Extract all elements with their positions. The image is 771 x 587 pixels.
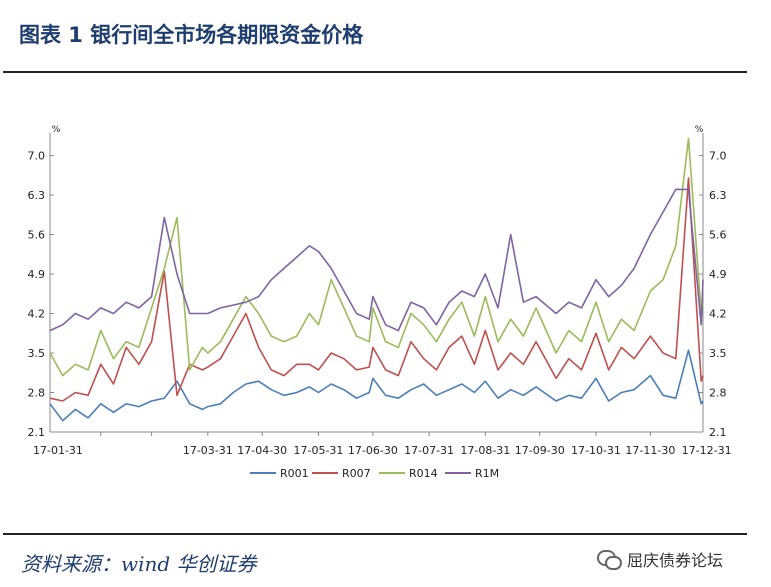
legend-label-r1m: R1M [475, 467, 499, 480]
y-tick-label-left: 4.9 [28, 268, 46, 281]
y-tick-label-left: 2.8 [28, 387, 46, 400]
x-tick-label: 17-03-31 [183, 444, 233, 457]
x-tick-label: 17-07-31 [404, 444, 454, 457]
watermark: 屈庆债券论坛 [597, 547, 723, 571]
series-line-r014 [50, 139, 703, 376]
legend-label-r014: R014 [409, 467, 438, 480]
y-tick-label-left: 2.1 [28, 426, 46, 439]
x-tick-label: 17-08-31 [460, 444, 510, 457]
y-tick-label-right: 2.8 [709, 387, 727, 400]
y-tick-label-right: 2.1 [709, 426, 727, 439]
wechat-icon [597, 548, 621, 570]
source-note: 资料来源：wind 华创证券 [21, 548, 257, 577]
series-line-r1m [50, 189, 703, 330]
y-tick-label-left: 4.2 [28, 308, 46, 321]
watermark-text: 屈庆债券论坛 [627, 547, 723, 571]
y-tick-label-left: 7.0 [28, 150, 46, 163]
legend-label-r001: R001 [280, 467, 309, 480]
y-tick-label-left: 6.3 [28, 189, 46, 202]
chart-axes: % % 2.1 2.1 2.8 2.8 3.5 3.5 4.2 4.2 4.9 4.9 5.6 5.6 6.… [28, 125, 732, 457]
x-tick-label: 17-05-31 [293, 444, 343, 457]
x-tick-label: 17-01-31 [33, 444, 83, 457]
legend-label-r007: R007 [342, 467, 371, 480]
x-tick-label: 17-06-30 [348, 444, 398, 457]
y-tick-label-right: 6.3 [709, 189, 727, 202]
y-unit-left: % [52, 125, 61, 135]
y-tick-label-left: 3.5 [28, 347, 46, 360]
chart-series [50, 139, 703, 421]
x-tick-label: 17-11-30 [625, 444, 675, 457]
y-tick-label-right: 4.2 [709, 308, 727, 321]
y-tick-label-right: 4.9 [709, 268, 727, 281]
y-tick-label-right: 7.0 [709, 150, 727, 163]
x-tick-label: 17-12-31 [682, 444, 732, 457]
chart-legend: R001 R007 R014 R1M [250, 467, 499, 480]
x-tick-label: 17-04-30 [237, 444, 287, 457]
y-unit-right: % [695, 125, 704, 135]
y-tick-label-left: 5.6 [28, 229, 46, 242]
series-line-r007 [50, 178, 703, 401]
y-tick-label-right: 3.5 [709, 347, 727, 360]
x-tick-label: 17-09-30 [515, 444, 565, 457]
bottom-rule [3, 533, 747, 535]
y-tick-label-right: 5.6 [709, 229, 727, 242]
x-tick-label: 17-10-31 [571, 444, 621, 457]
